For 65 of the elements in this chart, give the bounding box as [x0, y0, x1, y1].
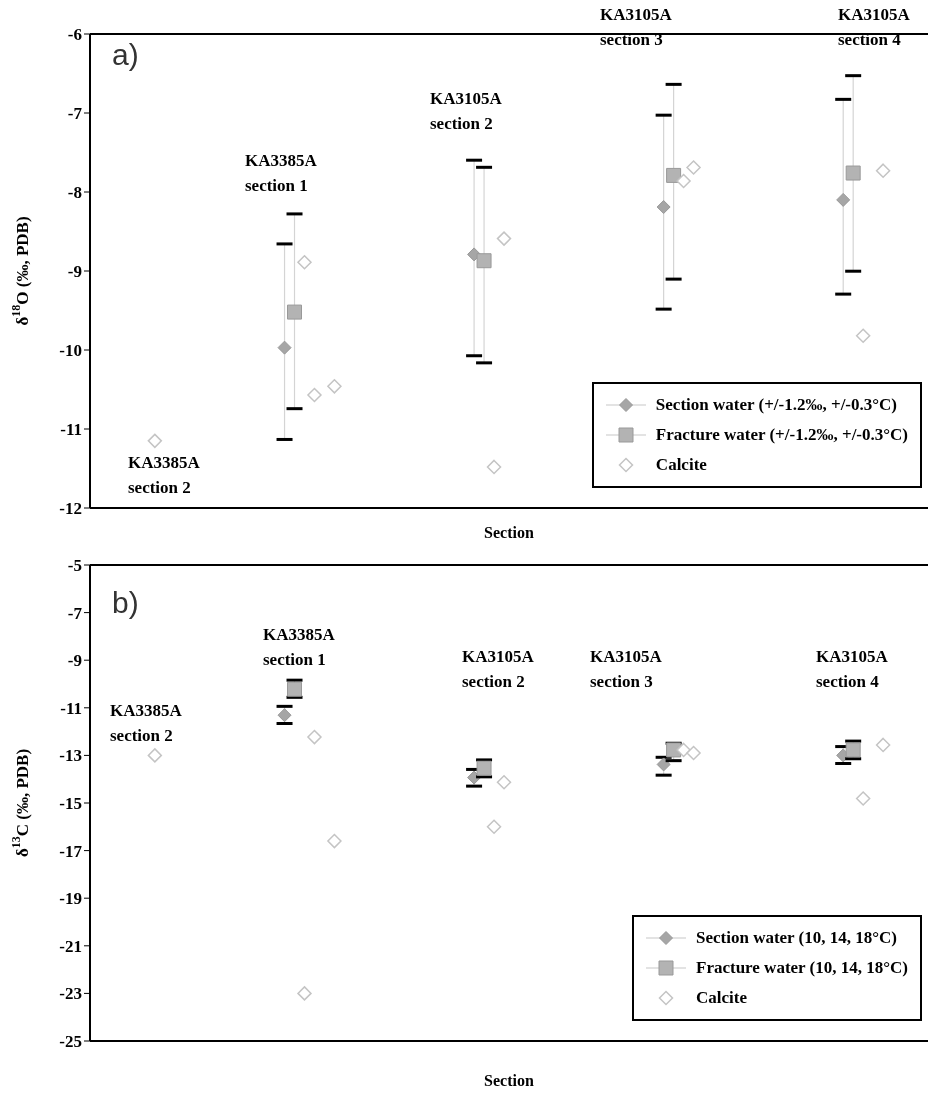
legend-label: Calcite	[655, 455, 707, 475]
point	[836, 192, 851, 207]
point	[486, 459, 502, 475]
annotation: KA3105A section 2	[430, 88, 502, 135]
point	[686, 160, 701, 175]
y-tick-label: -17	[59, 841, 83, 861]
chart-title: a)	[112, 38, 139, 72]
y-tick-label: -10	[59, 341, 82, 361]
point	[327, 379, 342, 394]
annotation: KA3385A section 2	[128, 452, 200, 499]
y-tick-label: -25	[59, 1032, 82, 1052]
legend-label: Section water (10, 14, 18°C)	[696, 928, 898, 948]
y-tick-label: -15	[59, 794, 82, 814]
legend-label: Section water (+/-1.2‰, +/-0.3°C)	[655, 395, 898, 415]
point	[297, 255, 312, 270]
point	[656, 757, 671, 772]
point	[855, 791, 871, 806]
y-tick-label: -6	[67, 25, 82, 45]
point	[277, 708, 292, 723]
y-tick-label: -11	[60, 420, 82, 440]
point	[666, 167, 682, 183]
point	[486, 819, 502, 835]
point	[476, 253, 492, 269]
point	[686, 745, 701, 761]
point	[327, 833, 342, 849]
y-tick-label: -19	[59, 889, 82, 909]
point	[147, 433, 163, 449]
y-tick-label: -13	[59, 746, 82, 766]
point	[147, 748, 163, 763]
point	[297, 986, 312, 1001]
point	[676, 173, 691, 189]
y-tick-label: -9	[67, 262, 82, 282]
y-tick-label: -23	[59, 984, 82, 1004]
point	[875, 737, 891, 753]
y-tick-label: -11	[60, 698, 82, 718]
point	[875, 163, 891, 178]
point	[676, 742, 691, 758]
point	[496, 231, 512, 246]
x-axis-title: Section	[484, 1072, 534, 1089]
legend-label: Fracture water (+/-1.2‰, +/-0.3°C)	[655, 425, 908, 445]
y-tick-label: -8	[67, 183, 82, 203]
y-tick-label: -9	[67, 651, 82, 671]
point	[307, 387, 322, 403]
point	[855, 328, 871, 344]
text: b)	[112, 586, 139, 620]
y-tick-label: -21	[59, 936, 82, 956]
point	[287, 304, 303, 320]
x-axis-title: Section	[484, 524, 534, 541]
legend-label: Fracture water (10, 14, 18°C)	[696, 958, 908, 978]
point	[496, 775, 512, 790]
y-tick-label: -7	[67, 603, 83, 623]
y-tick-label: -7	[67, 104, 83, 124]
annotation: KA3385A section 1	[263, 624, 335, 671]
legend-label: Calcite	[696, 988, 747, 1008]
annotation: KA3385A section 1	[245, 150, 317, 197]
point	[277, 340, 292, 355]
annotation: KA3105A section 2	[462, 646, 534, 693]
annotation: KA3385A section 2	[110, 700, 182, 747]
y-tick-label: -5	[67, 556, 82, 576]
annotation: KA3105A section 4	[816, 646, 888, 693]
point	[845, 165, 861, 181]
point	[307, 729, 322, 745]
y-tick-label: -12	[59, 499, 82, 519]
point	[656, 200, 671, 215]
annotation: KA3105A section 3	[590, 646, 662, 693]
